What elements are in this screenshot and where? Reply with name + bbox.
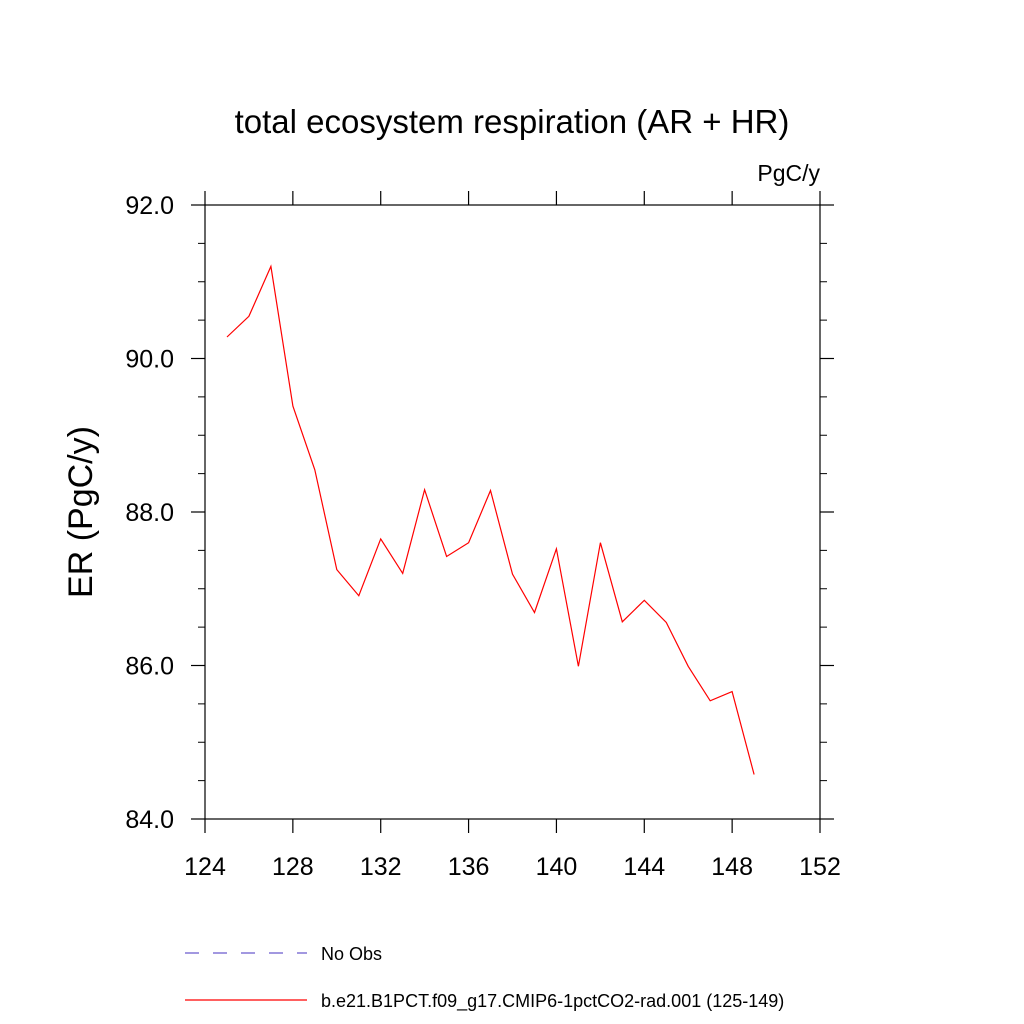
units-label: PgC/y [757, 160, 820, 186]
tick-labels: 124 128 132 136 140 144 148 152 84.0 86.0 88.0 90.0… [125, 192, 841, 881]
x-tick-label: 152 [799, 853, 841, 881]
series-line-0 [226, 264, 755, 775]
x-tick-label: 148 [711, 853, 753, 881]
legend-label-1: No Obs [321, 944, 382, 964]
y-tick-label: 90.0 [125, 346, 174, 374]
y-tick-label: 84.0 [125, 806, 174, 834]
axis-ticks [191, 191, 834, 833]
x-tick-label: 136 [448, 853, 490, 881]
legend: No Obs b.e21.B1PCT.f09_g17.CMIP6-1pctCO2-… [185, 944, 784, 1012]
y-axis-label: ER (PgC/y) [62, 426, 100, 598]
x-tick-label: 124 [184, 853, 226, 881]
y-tick-label: 92.0 [125, 192, 174, 220]
legend-label-0: b.e21.B1PCT.f09_g17.CMIP6-1pctCO2-rad.00… [321, 991, 784, 1012]
x-tick-label: 128 [272, 853, 314, 881]
x-tick-label: 132 [360, 853, 402, 881]
y-tick-label: 88.0 [125, 499, 174, 527]
plot-frame [204, 204, 821, 820]
x-tick-label: 144 [623, 853, 665, 881]
series-layer [226, 264, 755, 775]
chart-title: total ecosystem respiration (AR + HR) [235, 103, 790, 140]
x-tick-label: 140 [536, 853, 578, 881]
y-tick-label: 86.0 [125, 653, 174, 681]
